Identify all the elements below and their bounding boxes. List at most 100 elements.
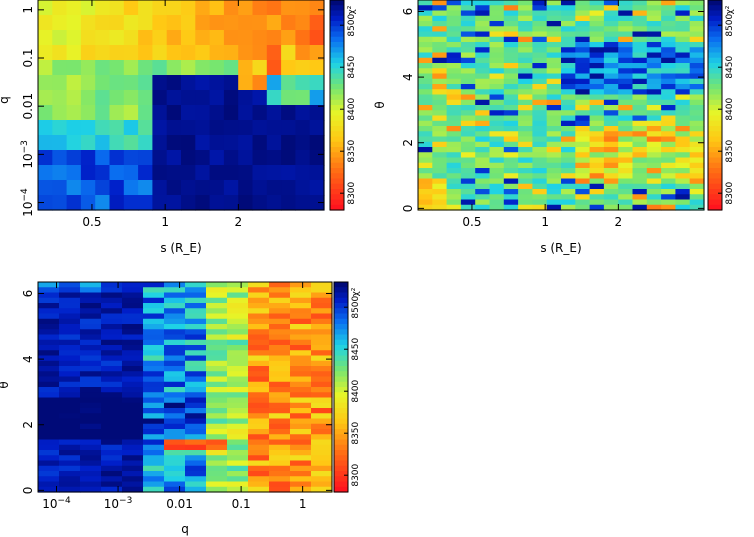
colorbar-swatch [708, 0, 722, 6]
heatmap-cell [618, 57, 634, 64]
heatmap-cell [589, 173, 605, 180]
heatmap-cell [503, 26, 519, 33]
heatmap-cell [122, 471, 144, 477]
heatmap-cell [80, 465, 102, 472]
heatmap-cell [532, 94, 548, 101]
colorbar-swatch [334, 334, 348, 341]
heatmap-cell [432, 136, 448, 143]
heatmap-cell [432, 189, 448, 195]
heatmap-cell [248, 392, 270, 399]
heatmap-cell [206, 444, 228, 451]
heatmap-cell [290, 334, 312, 341]
heatmap-cell [632, 115, 648, 122]
heatmap-cell [206, 486, 228, 493]
heatmap-cell [446, 68, 462, 75]
colorbar-frame [329, 0, 345, 211]
heatmap-cell [589, 162, 605, 169]
heatmap-cell [661, 178, 676, 185]
heatmap-cell [164, 450, 186, 456]
heatmap-cell [518, 99, 533, 106]
heatmap-cell [575, 110, 591, 117]
colorbar-swatch [334, 303, 348, 309]
heatmap-cell [290, 355, 312, 362]
heatmap-cell [281, 30, 296, 46]
heatmap-cell [432, 94, 448, 101]
heatmap-cell [223, 150, 239, 166]
heatmap-cell [446, 183, 462, 190]
heatmap-cell [195, 90, 211, 106]
heatmap-cell [206, 350, 228, 357]
colorbar-swatch [330, 57, 344, 64]
heatmap-cell [561, 168, 576, 174]
heatmap-cell [532, 31, 548, 38]
heatmap-cell [546, 52, 562, 59]
heatmap-cell [59, 439, 81, 446]
heatmap-cell [489, 52, 505, 59]
heatmap-cell [446, 147, 462, 153]
heatmap-cell [95, 165, 111, 181]
heatmap-cell [460, 31, 476, 38]
heatmap-cell [475, 183, 491, 190]
heatmap-cell [152, 60, 168, 76]
heatmap-cell [80, 150, 96, 166]
colorbar-swatch [708, 168, 722, 174]
heatmap-cell [675, 194, 691, 201]
heatmap-cell [518, 189, 533, 195]
heatmap-cell [575, 126, 591, 132]
heatmap-cell [632, 36, 648, 43]
heatmap-cell [561, 52, 576, 59]
colorbar-swatch [330, 94, 344, 101]
heatmap-cell [503, 42, 519, 48]
heatmap-cell [143, 345, 165, 351]
heatmap-cell [269, 476, 291, 483]
y-axis-label: q [0, 96, 11, 104]
y-tick-label: 6 [401, 8, 415, 16]
heatmap-cell [122, 350, 144, 357]
colorbar-swatch [334, 324, 348, 330]
heatmap-cell [223, 120, 239, 136]
heatmap-cell [38, 292, 60, 299]
heatmap-cell [632, 73, 648, 80]
heatmap-cell [248, 345, 270, 351]
heatmap-cell [689, 199, 705, 206]
heatmap-cell [164, 460, 186, 467]
heatmap-cell [209, 180, 225, 196]
heatmap-cell [59, 350, 81, 357]
heatmap-cell [418, 42, 433, 48]
heatmap-cell [101, 297, 123, 304]
heatmap-cell [109, 105, 125, 121]
heatmap-cell [185, 334, 207, 341]
heatmap-cell [290, 318, 312, 325]
colorbar-swatch [708, 183, 722, 190]
heatmap-cell [101, 360, 123, 367]
heatmap-cell [646, 168, 662, 174]
heatmap-cell [546, 5, 562, 12]
heatmap-cell [532, 152, 548, 159]
heatmap-cell [252, 60, 268, 76]
colorbar-swatch [708, 42, 722, 48]
heatmap-cell [164, 397, 186, 404]
heatmap-cell [475, 204, 491, 211]
heatmap-cell [38, 439, 60, 446]
heatmap-cell [227, 318, 249, 325]
y-axis-label: θ [0, 381, 11, 388]
heatmap-cell [589, 194, 605, 201]
heatmap-cell [38, 392, 60, 399]
heatmap-cell [181, 60, 196, 76]
heatmap-cell [38, 413, 60, 420]
heatmap-cell [38, 90, 53, 106]
heatmap-cell [309, 30, 325, 46]
heatmap-cell [152, 105, 168, 121]
heatmap-cell [101, 418, 123, 425]
x-tick-label: 1 [299, 497, 307, 511]
heatmap-cell [166, 90, 182, 106]
heatmap-cell [503, 84, 519, 90]
heatmap-cell [290, 460, 312, 467]
heatmap-cell [38, 334, 60, 341]
heatmap-cell [603, 105, 619, 111]
heatmap-cell [475, 157, 491, 164]
heatmap-cell [206, 360, 228, 367]
heatmap-cell [80, 308, 102, 315]
colorbar-swatch [708, 199, 722, 206]
colorbar-swatch [334, 486, 348, 493]
